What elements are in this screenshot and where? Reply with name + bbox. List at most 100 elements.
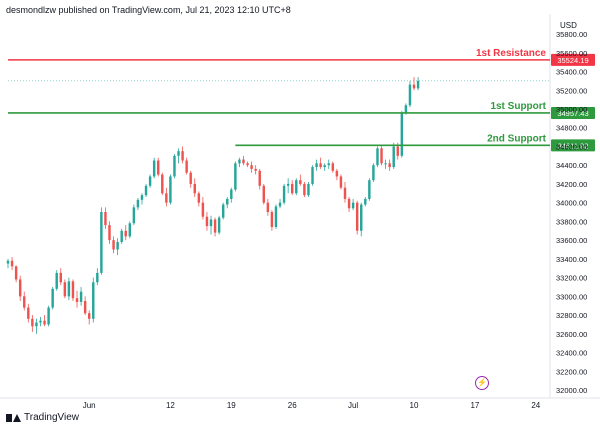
candle — [43, 320, 46, 325]
y-tick-label: 34200.00 — [556, 180, 587, 189]
y-tick-label: 35000.00 — [556, 105, 587, 114]
y-tick-label: 32600.00 — [556, 330, 587, 339]
candle — [209, 219, 213, 227]
candle — [307, 183, 310, 196]
candle — [396, 146, 399, 156]
candle — [144, 185, 148, 196]
y-tick-label: 32400.00 — [556, 349, 587, 358]
tradingview-logo-icon — [6, 413, 21, 423]
level-price-label: 35524.19 — [557, 56, 588, 65]
level-price-tag — [551, 106, 595, 119]
candle — [360, 204, 363, 231]
lightning-icon[interactable]: ⚡ — [475, 376, 489, 390]
candle — [51, 288, 54, 308]
y-tick-label: 33600.00 — [556, 236, 587, 245]
brand[interactable]: TradingView — [6, 412, 79, 423]
candle — [108, 225, 111, 241]
level-price-tag — [551, 53, 595, 66]
candle — [100, 212, 103, 273]
candle — [177, 151, 180, 156]
candle — [404, 105, 408, 113]
candle — [112, 240, 115, 250]
candle — [376, 148, 379, 166]
candle — [124, 230, 127, 237]
candle — [339, 176, 343, 188]
candle — [303, 183, 306, 196]
candle — [286, 183, 290, 186]
level-price-label: 34957.43 — [557, 109, 588, 118]
candle — [270, 212, 274, 228]
candle — [197, 193, 201, 203]
x-tick-label: 10 — [410, 401, 419, 410]
candle — [372, 165, 375, 181]
candle — [10, 260, 14, 267]
candle — [31, 318, 34, 327]
levels: 1st Resistance 35524.19 1st Support 34957.4… — [8, 48, 595, 152]
candle — [39, 320, 42, 323]
candle — [343, 187, 347, 199]
candle — [400, 112, 404, 156]
level-name: 2nd Support — [487, 133, 547, 144]
y-tick-label: 35600.00 — [556, 49, 587, 58]
candle — [380, 148, 383, 164]
y-tick-label: 33200.00 — [556, 274, 587, 283]
y-tick-label: 35200.00 — [556, 86, 587, 95]
candle — [331, 163, 335, 171]
candle — [217, 217, 221, 233]
candle — [120, 230, 123, 242]
y-tick-label: 34000.00 — [556, 199, 587, 208]
candle — [205, 216, 209, 227]
y-tick-label: 33000.00 — [556, 292, 587, 301]
candle — [63, 282, 67, 297]
candle — [299, 180, 302, 184]
x-tick-label: Jun — [83, 401, 96, 410]
candle — [266, 202, 270, 213]
candle — [347, 198, 351, 209]
candle — [213, 219, 217, 233]
candle — [230, 189, 233, 199]
candle — [161, 174, 164, 194]
x-tick-label: 19 — [227, 401, 236, 410]
candle — [47, 307, 50, 325]
candle — [59, 272, 62, 283]
candle — [18, 279, 22, 297]
candle — [79, 291, 83, 302]
x-tick-label: 26 — [288, 401, 297, 410]
level-price-label: 34611.92 — [558, 141, 589, 150]
candle — [128, 223, 132, 237]
candle — [234, 163, 237, 190]
level-name: 1st Support — [490, 101, 546, 112]
level-name: 1st Resistance — [476, 48, 546, 59]
candle — [242, 159, 245, 164]
candle — [327, 163, 330, 166]
candle — [14, 266, 18, 280]
y-tick-label: 34400.00 — [556, 161, 587, 170]
candle — [132, 207, 136, 224]
candle — [193, 183, 196, 194]
candle — [136, 199, 140, 208]
candle — [185, 160, 188, 173]
candle — [140, 195, 144, 200]
candle — [165, 193, 168, 203]
candle — [295, 180, 298, 194]
candle — [83, 301, 87, 314]
candle — [189, 172, 192, 184]
candle — [258, 170, 261, 186]
y-tick-label: 35800.00 — [556, 30, 587, 39]
publish-info: desmondlzw published on TradingView.com,… — [6, 5, 291, 15]
candle — [416, 80, 420, 89]
candle — [250, 165, 253, 169]
candle — [408, 84, 412, 106]
candle — [246, 163, 249, 166]
candle — [282, 185, 286, 203]
candle — [152, 160, 156, 177]
candle — [319, 163, 322, 168]
candle — [274, 206, 278, 228]
y-axis: USD 32000.00 32200.00 32400.00 32600.00 32800… — [556, 21, 587, 395]
x-tick-label: 12 — [166, 401, 175, 410]
candle — [23, 296, 26, 308]
candle — [221, 204, 225, 218]
candle — [323, 165, 326, 168]
candle — [254, 168, 257, 171]
